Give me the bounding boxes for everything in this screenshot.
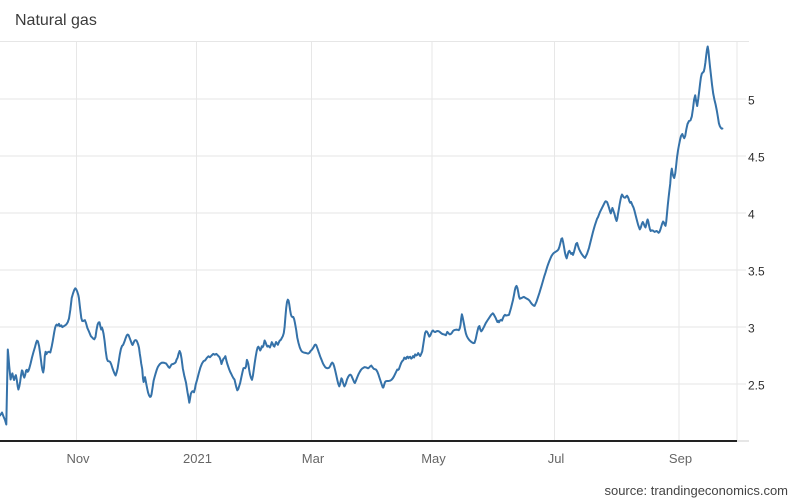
svg-text:3.5: 3.5 bbox=[748, 264, 765, 278]
svg-text:Sep: Sep bbox=[669, 451, 692, 466]
svg-text:4: 4 bbox=[748, 207, 755, 221]
svg-text:Nov: Nov bbox=[66, 451, 90, 466]
svg-text:5: 5 bbox=[748, 93, 755, 107]
svg-text:Mar: Mar bbox=[302, 451, 325, 466]
svg-text:2021: 2021 bbox=[183, 451, 212, 466]
svg-text:May: May bbox=[421, 451, 446, 466]
svg-text:Jul: Jul bbox=[548, 451, 565, 466]
svg-text:3: 3 bbox=[748, 321, 755, 335]
svg-text:4.5: 4.5 bbox=[748, 150, 765, 164]
svg-text:2.5: 2.5 bbox=[748, 378, 765, 392]
